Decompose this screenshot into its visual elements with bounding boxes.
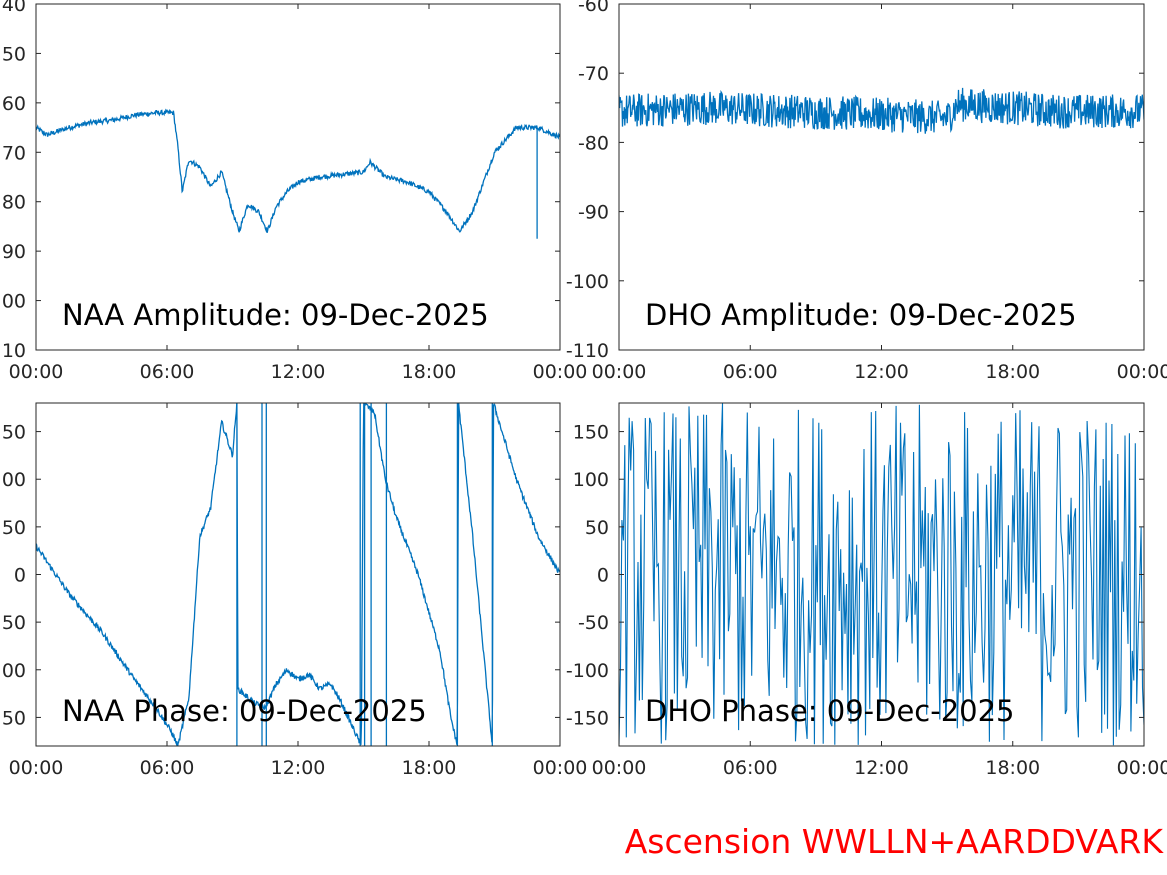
x-tick-label: 06:00 [723,757,778,779]
panel-title: DHO Phase: 09-Dec-2025 [645,694,1015,728]
y-tick-label: 50 [2,422,26,444]
y-tick-label: 100 [573,469,609,491]
x-tick-label: 06:00 [723,361,778,383]
x-tick-label: 00:00 [533,361,588,383]
y-tick-label: -70 [578,63,609,85]
chart-panel-3: 50 00 50 0 50 00 50 00:00 06:00 12:00 18:00 00:00 NA… [2,402,588,779]
y-tick-label: 50 [585,517,609,539]
x-tick-label: 18:00 [985,361,1040,383]
y-tick-label: 10 [2,340,26,362]
y-tick-label: -110 [566,340,609,362]
panel-title: NAA Phase: 09-Dec-2025 [62,694,427,728]
y-tick-label: -100 [566,660,609,682]
y-tick-label: 00 [2,660,26,682]
data-series-line [36,108,560,239]
y-tick-label: 150 [573,422,609,444]
y-tick-label: -60 [578,0,609,16]
x-tick-label: 06:00 [140,361,195,383]
station-label: Ascension WWLLN+AARDDVARK [624,822,1163,861]
x-tick-label: 18:00 [402,361,457,383]
y-tick-label: -50 [578,612,609,634]
y-tick-label: 0 [14,565,26,587]
x-tick-label: 00:00 [1117,361,1167,383]
data-series-line [36,403,560,746]
chart-panel-4: 150 100 50 0 -50 -100 -150 00:00 06:00 12:00 18:00… [566,402,1167,779]
y-tick-label: 50 [2,612,26,634]
x-tick-label: 00:00 [592,361,647,383]
y-tick-label: 70 [2,142,26,164]
y-tick-label: 50 [2,43,26,65]
y-tick-label: 50 [2,707,26,729]
y-tick-label: 50 [2,517,26,539]
x-tick-label: 12:00 [271,757,326,779]
y-tick-label: -100 [566,271,609,293]
x-tick-label: 06:00 [140,757,195,779]
y-tick-label: -90 [578,202,609,224]
panel-title: NAA Amplitude: 09-Dec-2025 [62,298,489,332]
x-tick-label: 12:00 [271,361,326,383]
x-tick-label: 12:00 [854,361,909,383]
x-tick-label: 18:00 [985,757,1040,779]
y-tick-label: -80 [578,132,609,154]
x-tick-label: 00:00 [9,361,64,383]
y-tick-label: 80 [2,192,26,214]
y-tick-label: 0 [597,565,609,587]
x-tick-label: 18:00 [402,757,457,779]
x-tick-label: 00:00 [592,757,647,779]
x-tick-label: 00:00 [533,757,588,779]
y-tick-label: 90 [2,241,26,263]
y-tick-label: 00 [2,291,26,313]
y-tick-label: 00 [2,469,26,491]
panel-title: DHO Amplitude: 09-Dec-2025 [645,298,1077,332]
x-tick-label: 00:00 [9,757,64,779]
data-series-line [619,403,1144,746]
y-tick-label: -150 [566,707,609,729]
data-series-line [619,87,1144,134]
x-tick-label: 12:00 [854,757,909,779]
x-tick-label: 00:00 [1117,757,1167,779]
y-tick-label: 40 [2,0,26,16]
y-tick-label: 60 [2,93,26,115]
